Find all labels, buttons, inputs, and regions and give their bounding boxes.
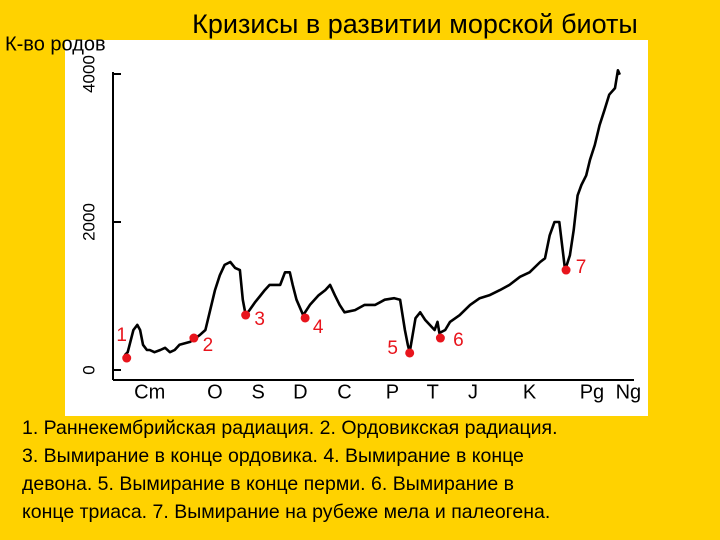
crisis-label: 2 <box>203 335 214 356</box>
x-tick-label: K <box>523 381 537 403</box>
x-tick-label: T <box>427 381 439 403</box>
y-axis-label: К-во родов <box>5 33 106 55</box>
y-tick-label: 0 <box>79 365 98 374</box>
x-tick-label: Pg <box>580 381 604 403</box>
crisis-label: 3 <box>254 309 265 330</box>
crisis-label: 4 <box>313 317 324 338</box>
crisis-point <box>241 310 251 320</box>
crisis-point <box>122 353 132 363</box>
x-tick-label: S <box>251 381 264 403</box>
x-tick-label: P <box>386 381 399 403</box>
y-tick-label: 2000 <box>79 203 98 241</box>
crisis-point <box>435 333 445 343</box>
x-tick-label: O <box>207 381 223 403</box>
x-tick-label: Cm <box>134 381 165 403</box>
crisis-point <box>561 265 571 275</box>
x-tick-label: D <box>293 381 307 403</box>
y-tick-label: 4000 <box>79 55 98 93</box>
crisis-point <box>189 333 199 343</box>
crisis-point <box>300 313 310 323</box>
caption-line: девона. 5. Вымирание в конце перми. 6. В… <box>22 473 514 495</box>
plot-panel <box>65 40 648 416</box>
chart-title: Кризисы в развитии морской биоты <box>192 9 638 39</box>
caption-line: конце триаса. 7. Вымирание на рубеже мел… <box>22 501 550 523</box>
crisis-label: 5 <box>387 338 398 359</box>
x-tick-label: J <box>468 381 478 403</box>
crisis-label: 7 <box>576 257 587 278</box>
caption-line: 1. Раннекембрийская радиация. 2. Ордовик… <box>22 417 558 439</box>
crisis-label: 6 <box>453 330 464 351</box>
x-tick-label: C <box>337 381 351 403</box>
caption-line: 3. Вымирание в конце ордовика. 4. Вымира… <box>22 445 524 467</box>
crisis-point <box>405 348 415 358</box>
crisis-label: 1 <box>116 325 127 346</box>
x-tick-label: Ng <box>616 381 642 403</box>
